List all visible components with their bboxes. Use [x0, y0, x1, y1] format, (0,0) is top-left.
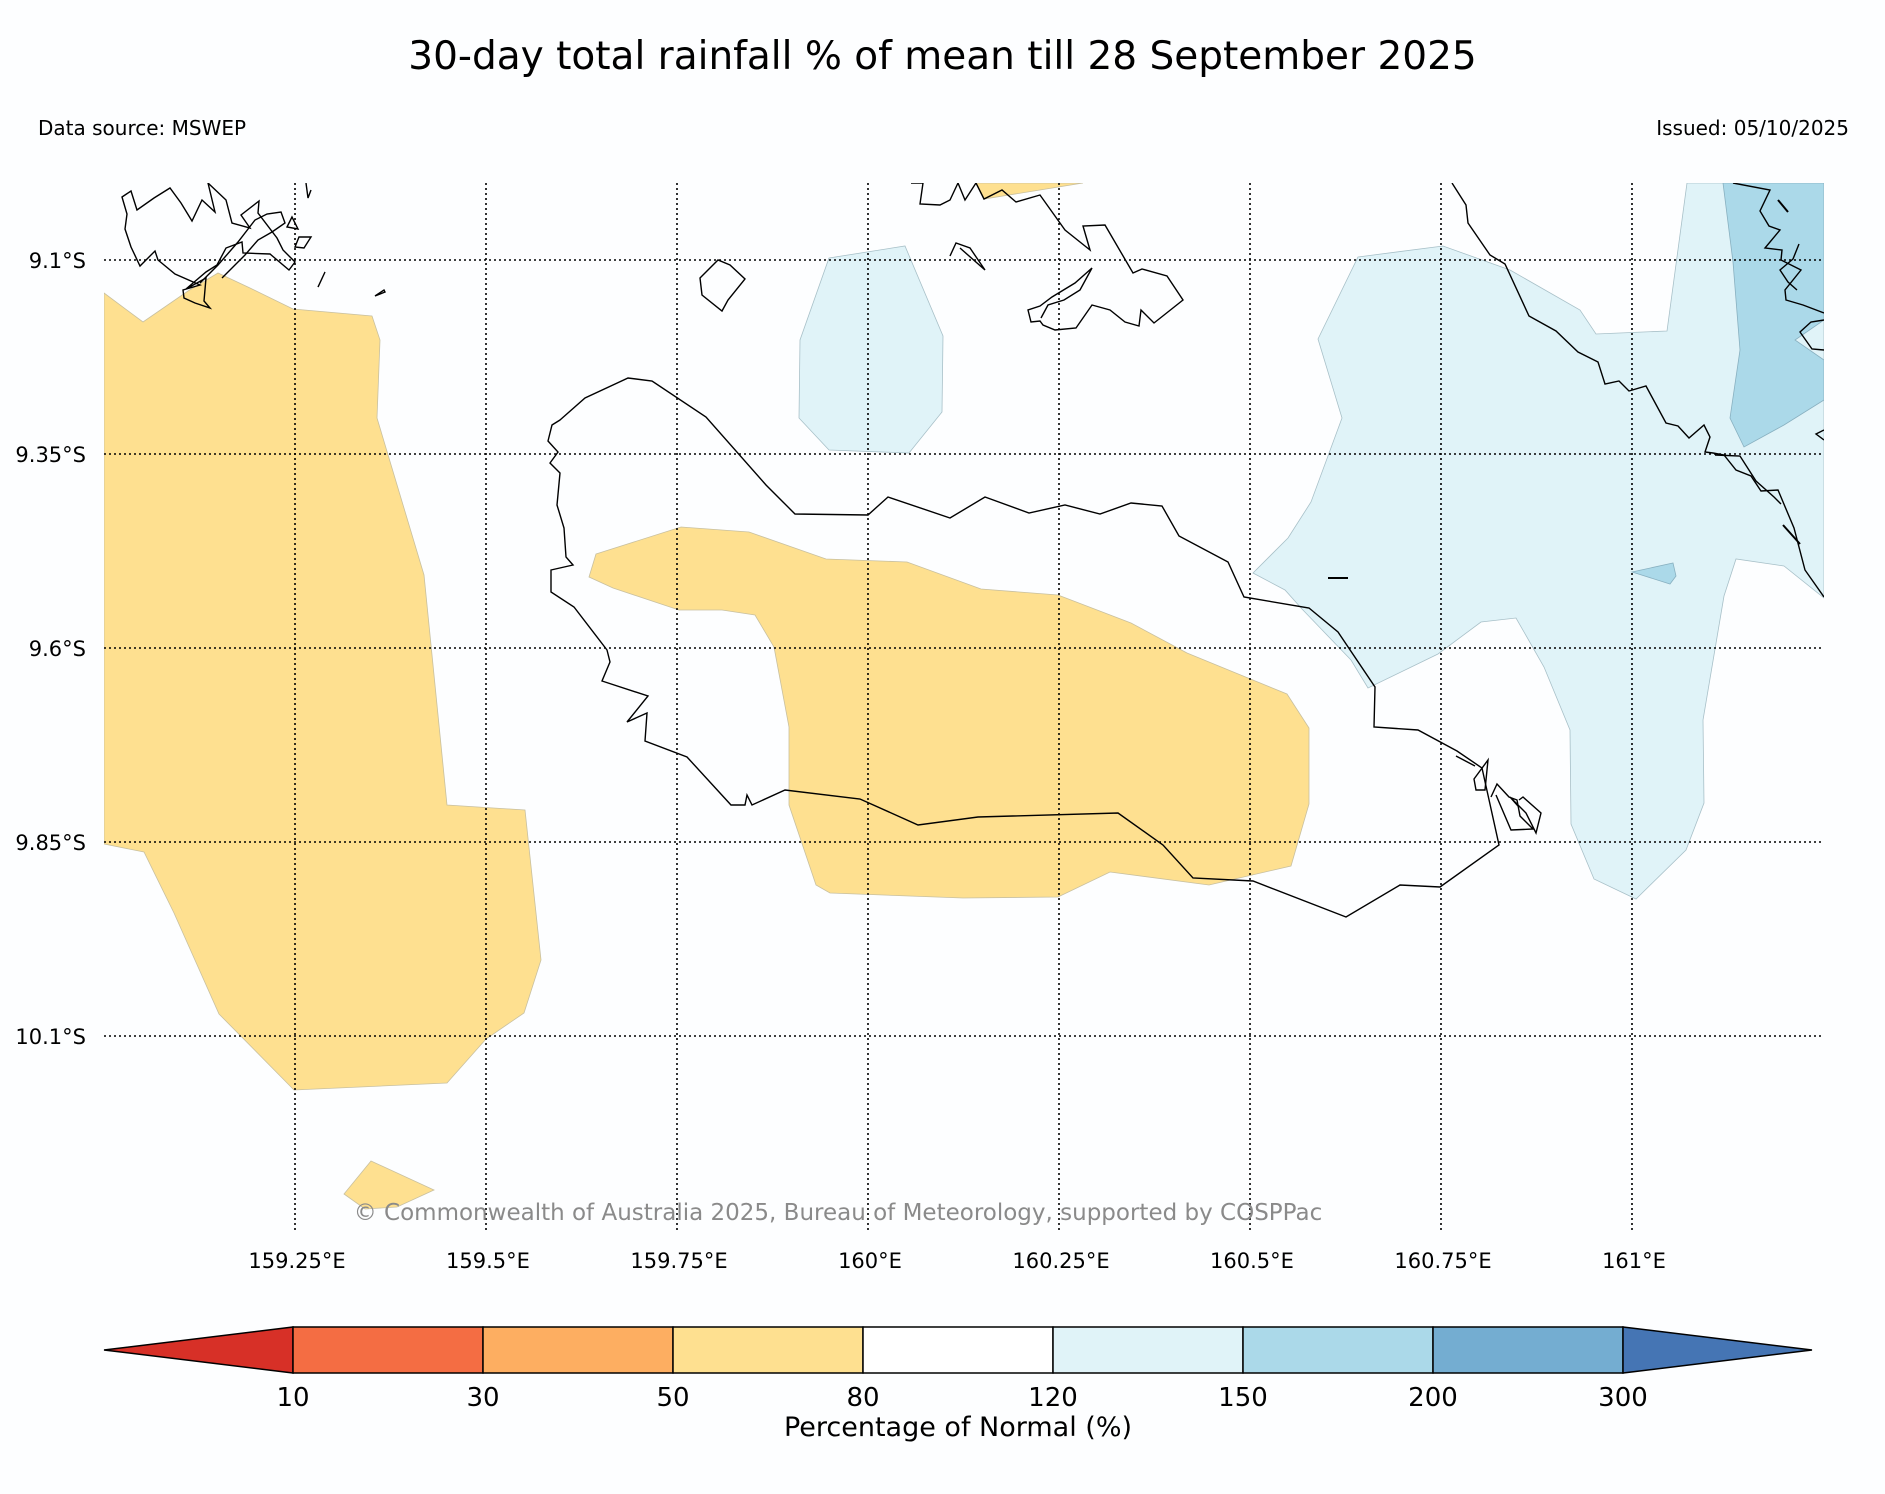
colorbar-tick-label: 200: [1408, 1383, 1458, 1413]
colorbar-tick-label: 50: [656, 1383, 689, 1413]
coastline-florida-islands: [911, 183, 1184, 331]
colorbar-segment-120-150: [1052, 1326, 1244, 1374]
coastline-northwest: [121, 183, 296, 310]
rainfall-band-50-80: [104, 183, 1310, 1210]
lat-label: 10.1°S: [15, 1025, 86, 1049]
coastline-small-island: [699, 259, 746, 313]
colorbar-segment-200-300: [1432, 1326, 1624, 1374]
data-source-label: Data source: MSWEP: [38, 116, 247, 140]
medium-blue-region-small: [1630, 562, 1677, 585]
colorbar-tick-label: 10: [276, 1383, 309, 1413]
lat-label: 9.6°S: [29, 637, 86, 661]
light-blue-region-east: [1252, 183, 1824, 900]
colorbar-segment-80-120: [862, 1326, 1054, 1374]
rainfall-band-150-200: [1630, 183, 1824, 585]
lon-label: 159.5°E: [446, 1249, 530, 1273]
map-title: 30-day total rainfall % of mean till 28 …: [408, 34, 1477, 79]
lon-label: 159.25°E: [248, 1249, 345, 1273]
lat-label: 9.35°S: [15, 443, 86, 467]
coastline-malaita-inner: [1714, 454, 1782, 505]
coastline-southeast-b: [1490, 782, 1542, 836]
coastline-southeast: [1473, 757, 1489, 791]
coastline-east-dash-b: [1777, 199, 1789, 213]
colorbar-tick-label: 300: [1598, 1383, 1648, 1413]
colorbar-tick-label: 120: [1028, 1383, 1078, 1413]
light-blue-region-north: [798, 245, 944, 454]
coastline-northeast-detail: [1732, 183, 1824, 314]
coastline-malaita: [1451, 183, 1824, 598]
copyright-notice: © Commonwealth of Australia 2025, Bureau…: [354, 1200, 1323, 1226]
colorbar-segment-50-80: [672, 1326, 864, 1374]
coastline-florida-detail: [949, 242, 986, 271]
coastline-guadalcanal: [547, 377, 1500, 918]
colorbar-segment-10-30: [292, 1326, 484, 1374]
coastline-southeast-c: [1455, 755, 1476, 767]
graticule: [104, 183, 1824, 1231]
lon-label: 160.5°E: [1210, 1249, 1294, 1273]
latitude-labels: 9.1°S 9.35°S 9.6°S 9.85°S 10.1°S: [15, 249, 86, 1049]
coastline-islet-e: [305, 183, 312, 199]
colorbar-segment-above-300: [1622, 1326, 1813, 1374]
colorbar-title: Percentage of Normal (%): [784, 1412, 1132, 1443]
yellow-region-central: [588, 526, 1310, 899]
lat-label: 9.85°S: [15, 831, 86, 855]
coastline-islet-b: [294, 236, 313, 249]
colorbar: [103, 1326, 1813, 1374]
map-area: © Commonwealth of Australia 2025, Bureau…: [104, 183, 1824, 1231]
coastline-east-dash-a: [1782, 524, 1801, 545]
coastline-northwest-detail: [199, 211, 286, 284]
issued-date-label: Issued: 05/10/2025: [1656, 116, 1849, 140]
colorbar-segment-150-200: [1242, 1326, 1434, 1374]
yellow-region-south: [343, 1160, 435, 1210]
lon-label: 161°E: [1602, 1249, 1666, 1273]
coastline-islet-d: [317, 271, 326, 288]
lon-label: 160°E: [838, 1249, 902, 1273]
medium-blue-region-northeast: [1722, 183, 1824, 448]
lat-label: 9.1°S: [29, 249, 86, 273]
colorbar-tick-label: 150: [1218, 1383, 1268, 1413]
colorbar-ticks: 10 30 50 80 120 150 200 300: [276, 1383, 1647, 1413]
yellow-region-west: [104, 272, 542, 1091]
rainfall-band-120-150: [798, 183, 1824, 900]
lon-label: 160.75°E: [1394, 1249, 1491, 1273]
coastline-northeast-islets: [1779, 243, 1824, 441]
longitude-labels: 159.25°E 159.5°E 159.75°E 160°E 160.25°E…: [248, 1249, 1666, 1273]
coastlines: [121, 183, 1824, 918]
colorbar-tick-label: 80: [846, 1383, 879, 1413]
colorbar-segment-below-10: [103, 1326, 294, 1374]
coastline-islet-c: [374, 288, 386, 297]
colorbar-tick-label: 30: [466, 1383, 499, 1413]
colorbar-segment-30-50: [482, 1326, 674, 1374]
lon-label: 160.25°E: [1012, 1249, 1109, 1273]
lon-label: 159.75°E: [630, 1249, 727, 1273]
